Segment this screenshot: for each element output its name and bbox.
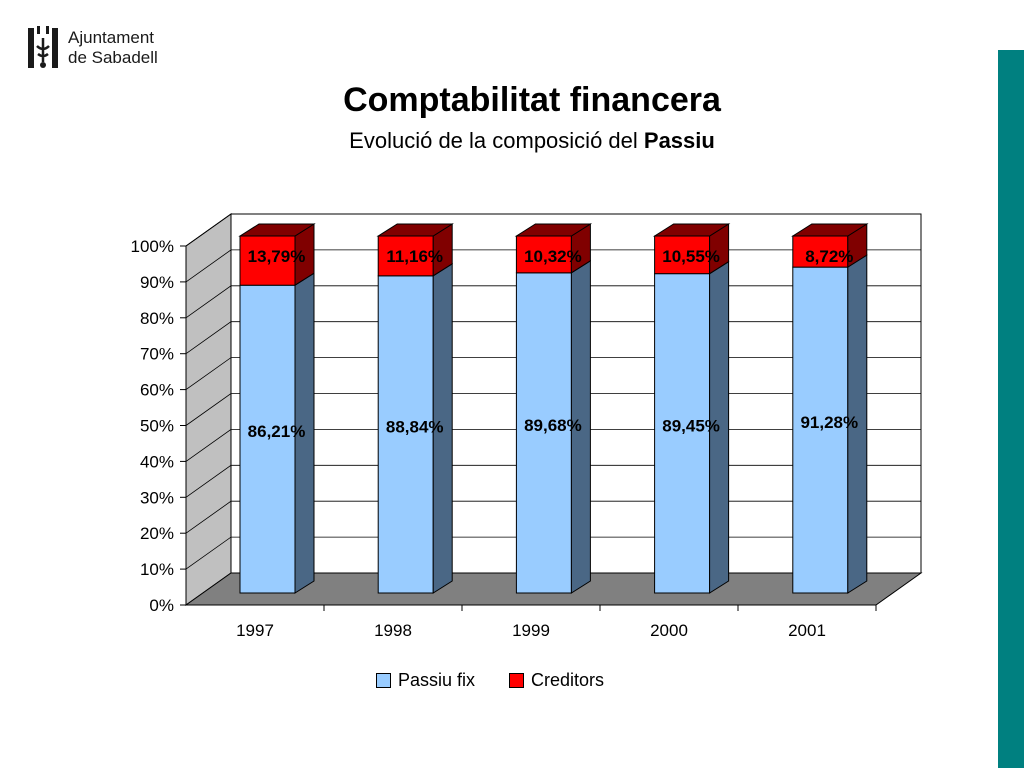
- bar-top: [514, 223, 593, 237]
- data-label: 13,79%: [248, 247, 306, 266]
- bar-top: [376, 223, 454, 237]
- y-tick-label: 60%: [140, 381, 174, 400]
- y-tick-label: 100%: [131, 237, 174, 256]
- bar-segment-front: [377, 235, 434, 277]
- data-label: 11,16%: [386, 247, 443, 266]
- x-tick-label: 2001: [788, 621, 826, 640]
- data-label: 10,32%: [524, 247, 582, 266]
- data-label: 86,21%: [248, 422, 306, 441]
- subtitle-text: Evolució de la composició del: [349, 128, 644, 153]
- chart-subtitle: Evolució de la composició del Passiu: [0, 127, 1024, 155]
- x-tick-label: 1999: [512, 621, 550, 640]
- bar-segment-front: [377, 275, 434, 594]
- y-tick-label: 90%: [140, 273, 174, 292]
- gridline: [185, 213, 921, 247]
- y-tick-label: 80%: [140, 309, 174, 328]
- bar-segment-front: [239, 235, 296, 286]
- bar-segment-front: [654, 235, 711, 275]
- bar-segment-front: [792, 266, 849, 594]
- y-tick-label: 10%: [140, 560, 174, 579]
- logo-text: Ajuntament de Sabadell: [68, 28, 228, 68]
- bar-segment-front: [515, 272, 572, 594]
- y-tick-label: 70%: [140, 345, 174, 364]
- bar-segment-front: [654, 273, 711, 594]
- chart-title: Comptabilitat financera: [343, 81, 721, 119]
- legend-label-creditors: Creditors: [531, 670, 605, 690]
- legend-swatch-creditors: [509, 673, 524, 688]
- bar-top: [652, 223, 731, 237]
- data-label: 8,72%: [805, 247, 853, 266]
- logo-line-2: de Sabadell: [68, 48, 158, 67]
- legend-label-passiu-fix: Passiu fix: [398, 670, 476, 690]
- x-tick-label: 1997: [236, 621, 274, 640]
- y-tick-label: 20%: [140, 524, 174, 543]
- legend-swatch-passiu-fix: [376, 673, 391, 688]
- sabadell-logo-icon: [28, 26, 58, 68]
- subtitle-bold-text: Passiu: [643, 128, 715, 153]
- y-tick-label: 30%: [140, 488, 174, 507]
- data-label: 91,28%: [800, 413, 858, 432]
- y-tick-label: 0%: [149, 596, 174, 615]
- data-label: 10,55%: [662, 247, 720, 266]
- bar-top: [791, 223, 869, 237]
- y-tick-label: 40%: [140, 452, 174, 471]
- logo-line-1: Ajuntament: [68, 28, 154, 47]
- data-label: 89,68%: [524, 416, 582, 435]
- data-label: 88,84%: [386, 417, 444, 436]
- x-tick-label: 1998: [374, 621, 412, 640]
- accent-bar: [998, 50, 1024, 768]
- x-tick-label: 2000: [650, 621, 688, 640]
- bar-top: [238, 223, 316, 237]
- y-tick-label: 50%: [140, 417, 174, 436]
- data-label: 89,45%: [662, 416, 720, 435]
